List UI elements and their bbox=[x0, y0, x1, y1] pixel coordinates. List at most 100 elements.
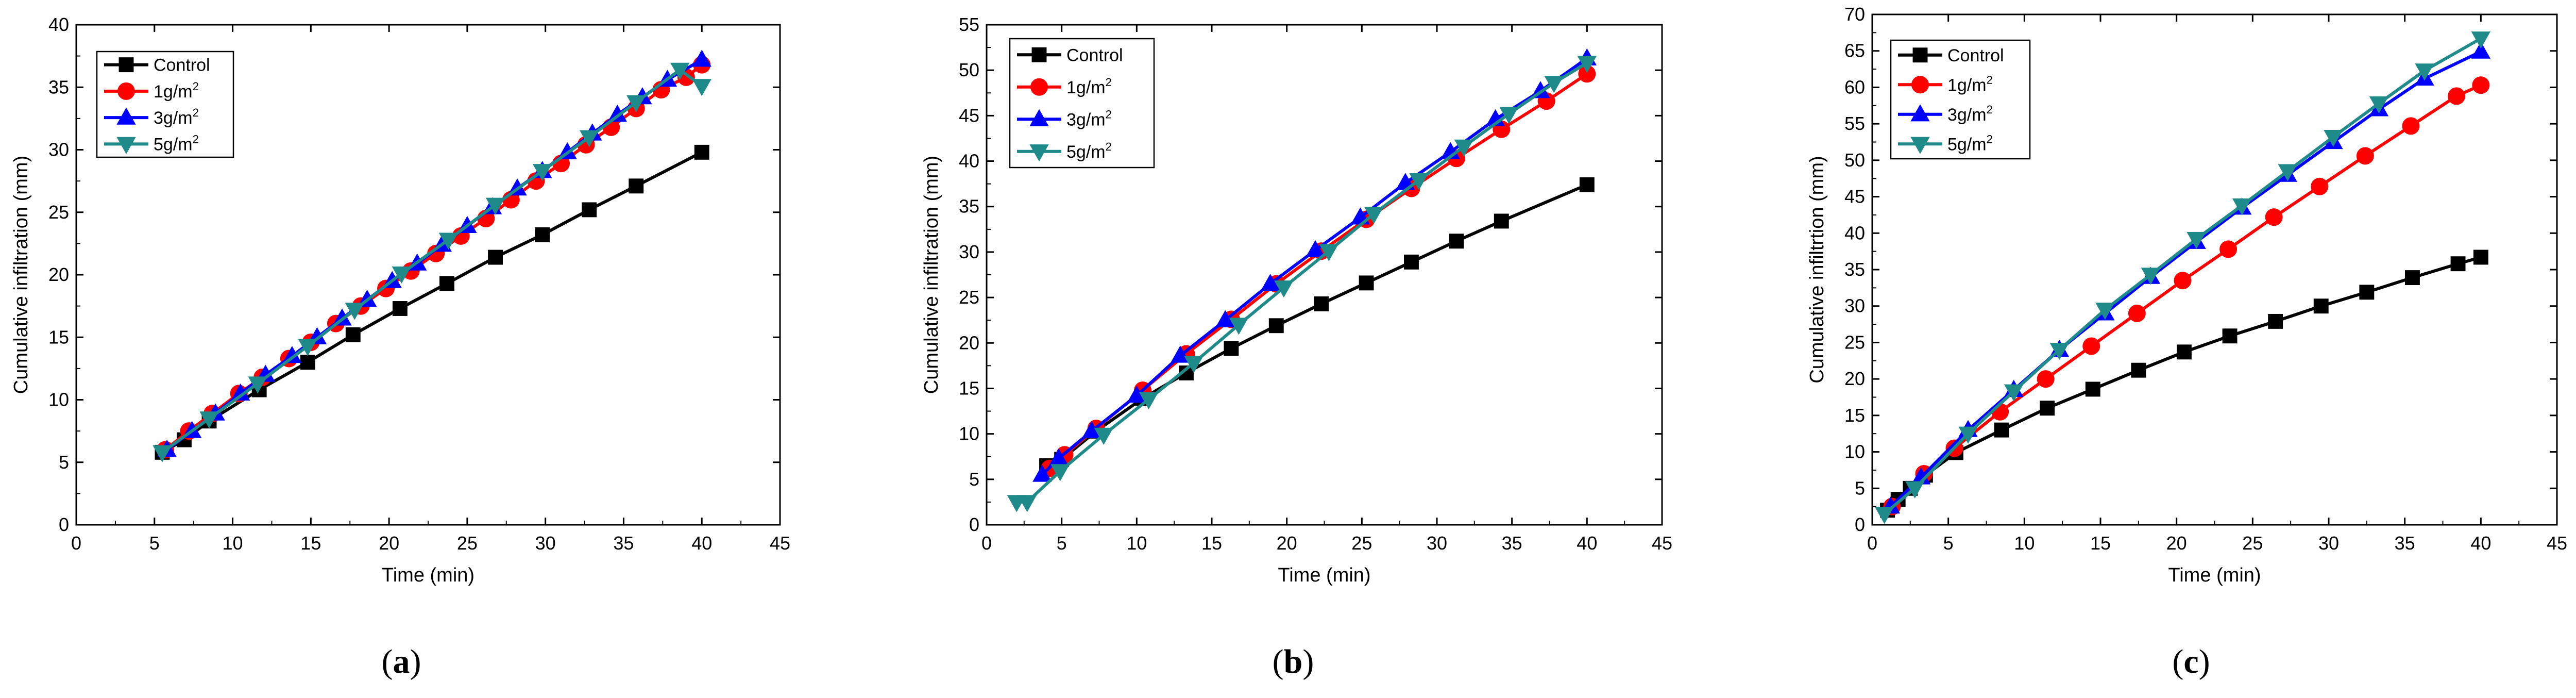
legend-entry-control: Control bbox=[154, 56, 210, 75]
data-point-control bbox=[1404, 254, 1419, 270]
y-tick-label: 25 bbox=[959, 287, 979, 308]
legend-entry-3g-m2: 3g/m2 bbox=[154, 106, 199, 128]
y-tick-label: 10 bbox=[1844, 441, 1865, 462]
y-tick-label: 40 bbox=[1844, 222, 1865, 243]
y-tick-label: 35 bbox=[1844, 259, 1865, 280]
legend: Control 1g/m2 3g/m2 5g/m2 bbox=[96, 51, 234, 158]
data-point-5g-m2 bbox=[1184, 356, 1204, 373]
data-point-5g-m2 bbox=[532, 164, 552, 181]
x-tick-label: 20 bbox=[379, 533, 399, 554]
y-tick-label: 40 bbox=[48, 14, 69, 35]
legend-marker-1g-m2 bbox=[1911, 76, 1929, 94]
y-tick-label: 5 bbox=[1855, 477, 1865, 498]
y-tick-label: 0 bbox=[1855, 514, 1865, 535]
data-point-control bbox=[2040, 401, 2055, 416]
chart-panel-a: 0 5 10 15 20 25 30 35 40 45 0 5 10 15 20 25 30 35 40 Time (… bbox=[10, 14, 790, 680]
data-point-3g-m2 bbox=[1260, 274, 1280, 291]
y-tick-label: 15 bbox=[1844, 405, 1865, 426]
data-point-control bbox=[1314, 296, 1329, 311]
y-tick-label: 60 bbox=[1844, 76, 1865, 97]
data-point-control bbox=[1449, 234, 1464, 249]
data-point-control bbox=[2359, 285, 2375, 300]
x-tick-label: 10 bbox=[2014, 533, 2035, 554]
x-tick-label: 45 bbox=[770, 533, 790, 554]
data-point-control bbox=[1994, 422, 2009, 438]
y-tick-label: 10 bbox=[48, 389, 69, 410]
data-point-5g-m2 bbox=[2369, 96, 2389, 114]
data-point-3g-m2 bbox=[1306, 240, 1325, 257]
data-point-1g-m2 bbox=[2037, 370, 2055, 388]
data-point-control bbox=[2131, 362, 2146, 378]
legend-entry-5g-m2: 5g/m2 bbox=[1947, 132, 1993, 154]
y-tick-label: 50 bbox=[959, 59, 979, 80]
x-tick-label: 20 bbox=[1277, 533, 1297, 554]
y-tick-label: 25 bbox=[48, 202, 69, 223]
data-point-1g-m2 bbox=[2082, 337, 2100, 355]
data-point-3g-m2 bbox=[1215, 310, 1235, 327]
x-tick-label: 30 bbox=[535, 533, 556, 554]
x-tick-label: 5 bbox=[1943, 533, 1954, 554]
data-point-control bbox=[629, 178, 644, 194]
data-point-control bbox=[2176, 344, 2192, 360]
series-control bbox=[155, 144, 709, 460]
data-point-5g-m2 bbox=[1874, 507, 1894, 524]
data-point-5g-m2 bbox=[579, 130, 599, 147]
legend-marker-5g-m2 bbox=[1910, 137, 1930, 154]
data-point-5g-m2 bbox=[2049, 342, 2069, 360]
data-point-3g-m2 bbox=[1171, 345, 1190, 363]
x-tick-label: 15 bbox=[2090, 533, 2111, 554]
panel-label: (b) bbox=[1273, 643, 1314, 680]
data-point-1g-m2 bbox=[2174, 272, 2192, 290]
data-point-control bbox=[582, 202, 597, 218]
x-tick-label: 0 bbox=[1867, 533, 1877, 554]
x-tick-label: 45 bbox=[1652, 533, 1672, 554]
data-point-3g-m2 bbox=[692, 49, 711, 67]
x-tick-label: 25 bbox=[457, 533, 478, 554]
data-point-control bbox=[345, 327, 361, 342]
x-tick-label: 30 bbox=[1427, 533, 1447, 554]
legend-marker-control bbox=[118, 57, 134, 73]
data-point-control bbox=[1579, 177, 1595, 192]
legend-entry-1g-m2: 1g/m2 bbox=[1947, 73, 1993, 95]
data-point-5g-m2 bbox=[345, 303, 365, 320]
data-point-5g-m2 bbox=[438, 232, 459, 250]
data-point-5g-m2 bbox=[1544, 76, 1564, 93]
data-point-control bbox=[488, 250, 503, 265]
data-point-5g-m2 bbox=[1499, 107, 1519, 124]
series-5g-m2 bbox=[1874, 31, 2491, 524]
legend-entry-control: Control bbox=[1947, 46, 2004, 65]
data-point-5g-m2 bbox=[485, 197, 505, 215]
data-point-control bbox=[1268, 318, 1284, 334]
data-point-5g-m2 bbox=[199, 411, 219, 429]
data-point-3g-m2 bbox=[1127, 386, 1147, 403]
data-point-5g-m2 bbox=[2278, 164, 2297, 181]
data-point-5g-m2 bbox=[2232, 198, 2252, 216]
legend-marker-control bbox=[1031, 47, 1047, 62]
data-point-3g-m2 bbox=[1032, 464, 1052, 482]
data-point-5g-m2 bbox=[152, 445, 172, 462]
y-tick-label: 20 bbox=[48, 264, 69, 285]
series-line-5g-m2 bbox=[1883, 37, 2482, 516]
data-point-3g-m2 bbox=[1049, 448, 1069, 466]
legend-marker-5g-m2 bbox=[1029, 144, 1049, 162]
y-tick-label: 65 bbox=[1844, 40, 1865, 61]
data-point-3g-m2 bbox=[1082, 421, 1101, 438]
y-tick-label: 0 bbox=[969, 514, 979, 535]
data-point-1g-m2 bbox=[1578, 65, 1596, 83]
data-point-5g-m2 bbox=[1454, 139, 1474, 157]
x-tick-label: 35 bbox=[613, 533, 634, 554]
data-point-5g-m2 bbox=[1229, 318, 1249, 335]
data-point-control bbox=[2222, 328, 2238, 344]
legend-marker-1g-m2 bbox=[117, 82, 135, 100]
data-point-1g-m2 bbox=[2448, 87, 2466, 105]
legend-entry-1g-m2: 1g/m2 bbox=[154, 80, 199, 102]
data-point-5g-m2 bbox=[2141, 268, 2161, 285]
data-point-3g-m2 bbox=[607, 105, 628, 122]
x-tick-label: 5 bbox=[149, 533, 160, 554]
data-point-5g-m2 bbox=[1364, 207, 1384, 224]
chart-panel-c: 0 5 10 15 20 25 30 35 40 45 0 5 10 15 20 25 30 35 40 45 50 55… bbox=[1806, 4, 2567, 680]
data-point-5g-m2 bbox=[1409, 173, 1429, 191]
y-tick-label: 15 bbox=[48, 326, 69, 347]
data-point-control bbox=[2404, 270, 2420, 286]
y-tick-label: 70 bbox=[1844, 4, 1865, 25]
